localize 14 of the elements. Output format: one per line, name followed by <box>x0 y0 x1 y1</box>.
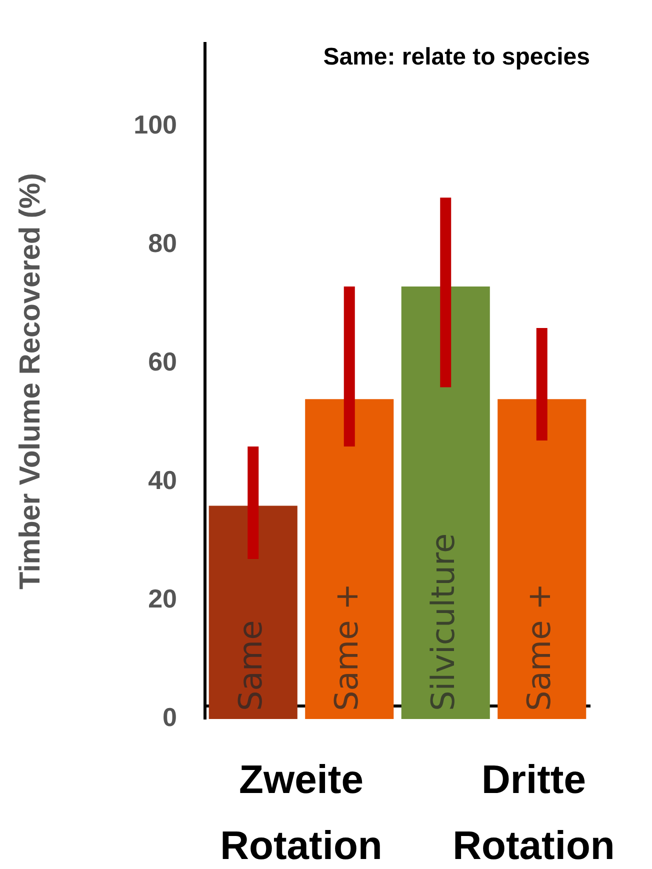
text: Dritte Rotation <box>452 758 615 868</box>
y-axis-title: Timber Volume Recovered (%) <box>14 173 46 590</box>
y-tick-label: 80 <box>148 228 177 258</box>
y-tick-label: 20 <box>148 584 177 614</box>
y-tick-label: 100 <box>134 110 177 140</box>
y-tick-label: 0 <box>162 702 177 732</box>
x-tick-label: Same + <box>520 583 558 711</box>
y-tick-label: 40 <box>148 465 177 496</box>
y-tick-label: 60 <box>148 346 177 377</box>
x-tick-label: Silviculture <box>424 533 462 711</box>
x-tick-label: Same <box>231 620 270 711</box>
x-tick-label: Same + <box>328 583 366 711</box>
chart-title: Same: relate to species <box>323 44 590 71</box>
text: Zweite Rotation <box>220 758 382 868</box>
